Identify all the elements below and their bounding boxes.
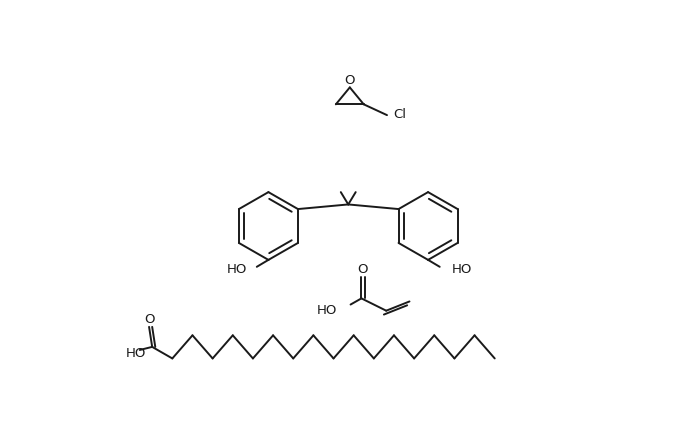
Text: HO: HO [316, 304, 336, 317]
Text: O: O [344, 74, 355, 87]
Text: O: O [357, 264, 367, 277]
Text: HO: HO [126, 347, 146, 359]
Text: HO: HO [226, 263, 247, 276]
Text: Cl: Cl [394, 108, 407, 121]
Text: O: O [144, 314, 155, 326]
Text: HO: HO [452, 263, 472, 276]
